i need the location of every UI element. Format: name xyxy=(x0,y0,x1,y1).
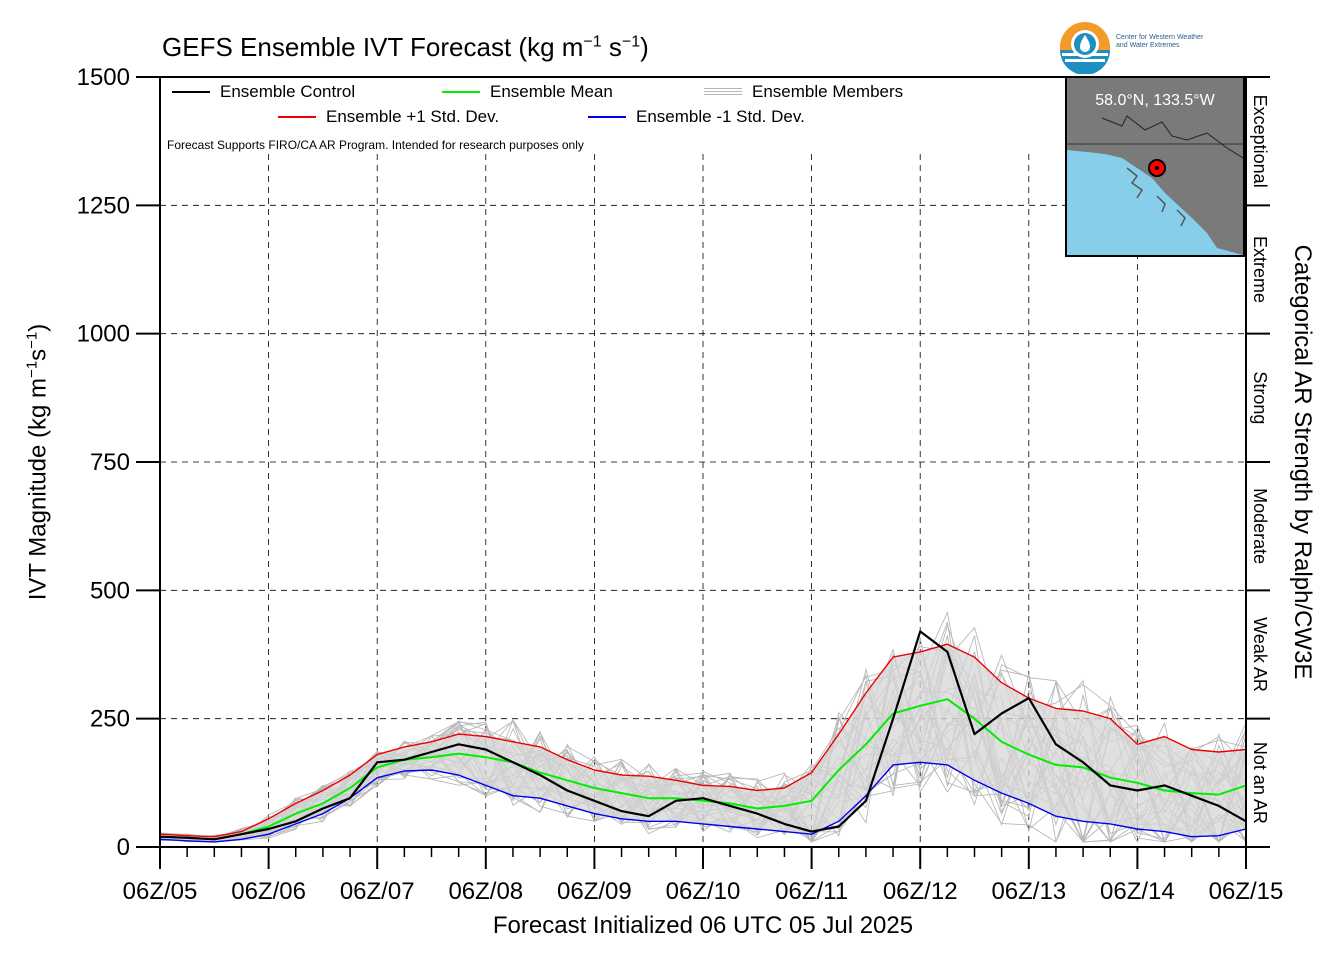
legend-members-label: Ensemble Members xyxy=(752,82,904,101)
y-tick-label: 750 xyxy=(90,449,130,476)
x-tick-label: 06Z/06 xyxy=(231,878,306,905)
x-tick-label: 06Z/12 xyxy=(883,878,958,905)
series-line-plus xyxy=(159,643,1247,838)
series-line-mean xyxy=(159,698,1247,841)
x-tick-label: 06Z/11 xyxy=(775,878,848,905)
legend-plus-swatch xyxy=(278,116,316,118)
std-dev-spread-band xyxy=(160,644,1246,842)
legend-members: Ensemble Members xyxy=(704,82,903,102)
logo-text: Center for Western Weather and Water Extr… xyxy=(1116,34,1204,49)
y-tick-label: 1500 xyxy=(77,64,130,91)
legend-plus-label: Ensemble +1 Std. Dev. xyxy=(326,107,500,126)
category-label: Moderate xyxy=(1250,488,1270,564)
x-tick-label: 06Z/15 xyxy=(1209,878,1284,905)
category-label: Weak AR xyxy=(1250,617,1270,692)
x-tick-label: 06Z/13 xyxy=(991,878,1066,905)
y-axis-label: IVT Magnitude (kg m−1s−1) xyxy=(23,323,52,601)
axis-ticks xyxy=(136,76,1270,869)
y-tick-label: 500 xyxy=(90,577,130,604)
legend-mean-swatch xyxy=(442,91,480,93)
category-label: Exceptional xyxy=(1250,95,1270,188)
x-tick-label: 06Z/08 xyxy=(448,878,523,905)
disclaimer-text: Forecast Supports FIRO/CA AR Program. In… xyxy=(167,138,584,152)
chart-title: GEFS Ensemble IVT Forecast (kg m−1 s−1) xyxy=(162,32,649,62)
x-tick-label: 06Z/07 xyxy=(340,878,415,905)
legend-members-swatch xyxy=(704,87,742,97)
legend-minus-label: Ensemble -1 Std. Dev. xyxy=(636,107,805,126)
y-tick-label: 250 xyxy=(90,706,130,733)
inset-coordinate: 58.0°N, 133.5°W xyxy=(1095,92,1215,109)
series-lines xyxy=(159,630,1247,843)
legend-mean-label: Ensemble Mean xyxy=(490,82,613,101)
x-tick-label: 06Z/10 xyxy=(666,878,741,905)
x-tick-label: 06Z/14 xyxy=(1100,878,1175,905)
legend-minus-std: Ensemble -1 Std. Dev. xyxy=(588,107,805,127)
legend-control-swatch xyxy=(172,91,210,93)
category-label: Strong xyxy=(1250,371,1270,424)
y-tick-label: 0 xyxy=(117,834,130,861)
inset-map-graphic xyxy=(1067,78,1243,255)
x-axis-label: Forecast Initialized 06 UTC 05 Jul 2025 xyxy=(492,912,914,939)
series-line-minus xyxy=(159,761,1247,843)
legend-control: Ensemble Control xyxy=(172,82,355,102)
x-tick-label: 06Z/05 xyxy=(123,878,198,905)
legend-mean: Ensemble Mean xyxy=(442,82,613,102)
legend-minus-swatch xyxy=(588,116,626,118)
legend-control-label: Ensemble Control xyxy=(220,82,356,101)
category-label: Not an AR xyxy=(1250,742,1270,824)
right-axis-label: Categorical AR Strength by Ralph/CW3E xyxy=(1289,244,1316,680)
y-tick-label: 1250 xyxy=(77,192,130,219)
series-line-control xyxy=(159,630,1247,841)
x-tick-label: 06Z/09 xyxy=(557,878,632,905)
tick-labels: 0 250 500 750 1000 1250 1500 06Z/05 06Z/06 06Z/07… xyxy=(77,64,1284,905)
location-inset-map: 58.0°N, 133.5°W xyxy=(1065,76,1245,257)
legend-plus-std: Ensemble +1 Std. Dev. xyxy=(278,107,499,127)
category-label: Extreme xyxy=(1250,236,1270,303)
y-tick-label: 1000 xyxy=(77,321,130,348)
cw3e-logo xyxy=(1060,22,1110,74)
